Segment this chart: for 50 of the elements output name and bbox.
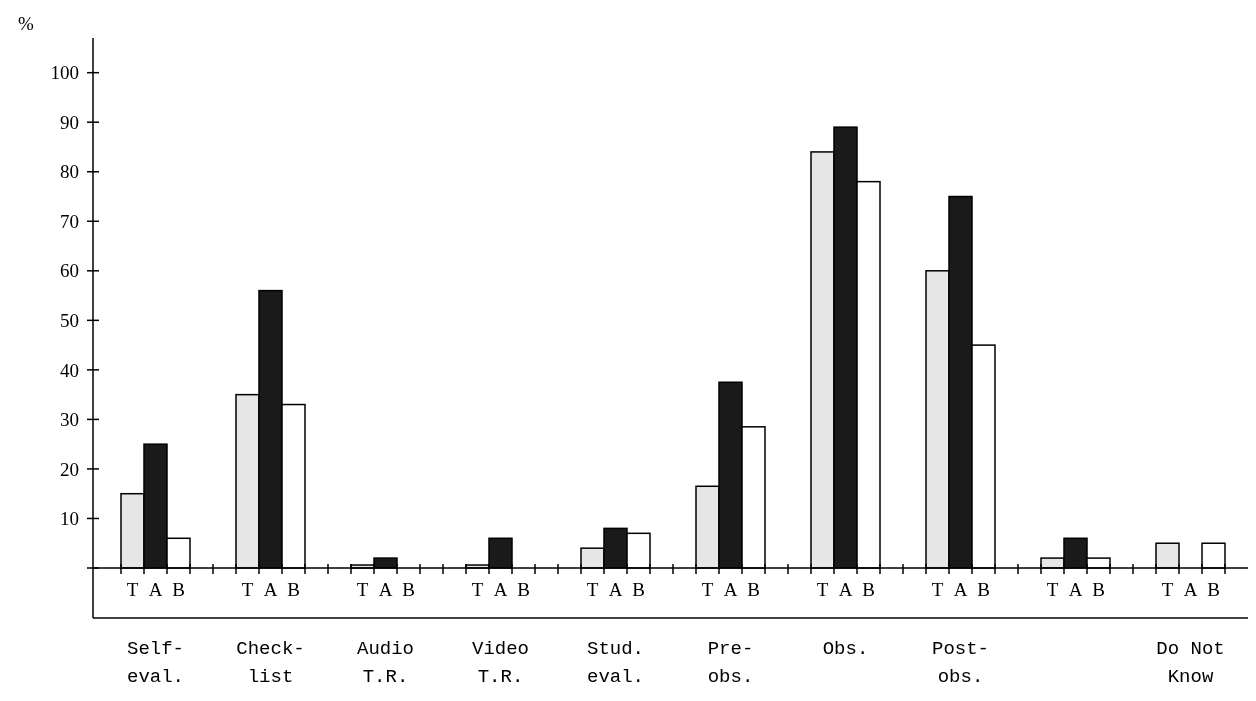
- y-tick-label: 40: [60, 359, 79, 381]
- text: T: [1161, 579, 1174, 600]
- text: A: [493, 579, 508, 600]
- y-tick-label: 90: [60, 111, 79, 133]
- x-tick-label: Pre- obs.: [707, 638, 754, 688]
- text: A: [608, 579, 623, 600]
- text: T: [241, 579, 254, 600]
- x-tick-label: Obs.: [822, 638, 869, 660]
- y-tick-label: 20: [60, 458, 79, 480]
- y-tick-label: 10: [60, 508, 79, 530]
- legend-label: B: [172, 579, 185, 600]
- text: B: [287, 579, 300, 600]
- text: A: [953, 579, 968, 600]
- x-tick-label: Check- list: [236, 638, 305, 688]
- y-tick-label: 70: [60, 210, 79, 232]
- text: B: [862, 579, 875, 600]
- text: B: [402, 579, 415, 600]
- text: A: [1183, 579, 1198, 600]
- text: T: [1046, 579, 1059, 600]
- y-tick-label: 80: [60, 161, 79, 183]
- text: B: [632, 579, 645, 600]
- text: T: [471, 579, 484, 600]
- text: B: [1092, 579, 1105, 600]
- text: B: [517, 579, 530, 600]
- y-tick-label: 60: [60, 260, 79, 282]
- text: B: [1207, 579, 1220, 600]
- legend-label: A: [148, 579, 163, 600]
- x-tick-label: Self- eval.: [126, 638, 185, 688]
- text: A: [378, 579, 393, 600]
- text: T: [586, 579, 599, 600]
- y-tick-label: 30: [60, 409, 79, 431]
- x-tick-label: Audio T.R.: [356, 638, 415, 688]
- y-tick-label: 50: [60, 309, 79, 331]
- text: B: [747, 579, 760, 600]
- text: B: [977, 579, 990, 600]
- x-tick-label: Stud. eval.: [586, 638, 645, 688]
- text: A: [723, 579, 738, 600]
- legend-label: T: [126, 579, 139, 600]
- text: A: [263, 579, 278, 600]
- y-tick-label: 100: [50, 62, 79, 84]
- y-axis-title: %: [18, 13, 34, 34]
- x-tick-label: Do Not Know: [1156, 638, 1225, 688]
- text: A: [838, 579, 853, 600]
- text: T: [701, 579, 714, 600]
- x-tick-label: Post- obs.: [931, 638, 990, 688]
- x-tick-label: Video T.R.: [471, 638, 530, 688]
- text: T: [356, 579, 369, 600]
- text: T: [931, 579, 944, 600]
- text: T: [816, 579, 829, 600]
- text: A: [1068, 579, 1083, 600]
